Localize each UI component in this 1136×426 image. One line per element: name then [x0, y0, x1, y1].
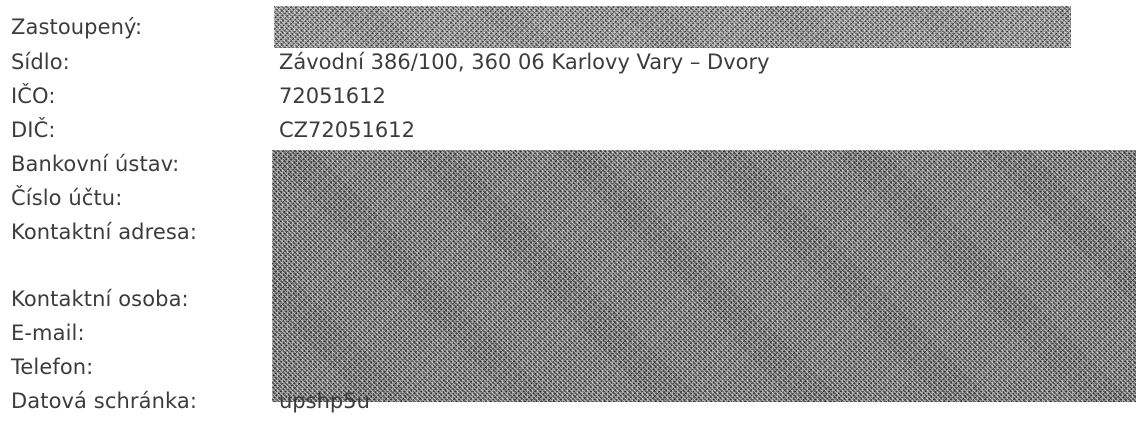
field-label: E-mail: — [11, 321, 85, 345]
field-row-account-number: Číslo účtu: — [0, 181, 1136, 215]
field-row-phone: Telefon: — [0, 350, 1136, 384]
field-row-email: E-mail: — [0, 316, 1136, 350]
field-label: Telefon: — [11, 355, 94, 379]
field-label: Sídlo: — [11, 50, 70, 74]
field-label: Kontaktní osoba: — [11, 287, 189, 311]
field-value: CZ72051612 — [279, 118, 415, 142]
field-row-representative: Zastoupený: — [0, 10, 1136, 44]
redacted-contact-block — [272, 150, 1136, 402]
field-label: IČO: — [11, 84, 56, 108]
field-value: upshp5u — [279, 389, 370, 413]
field-row-bank: Bankovní ústav: — [0, 147, 1136, 181]
field-label: Bankovní ústav: — [11, 152, 180, 176]
redacted-representative-block — [274, 6, 1071, 48]
field-row-data-box: Datová schránka: upshp5u — [0, 384, 1136, 418]
field-label: Kontaktní adresa: — [11, 220, 198, 244]
field-label: Datová schránka: — [11, 389, 198, 413]
field-row-seat: Sídlo: Závodní 386/100, 360 06 Karlovy V… — [0, 45, 1136, 79]
field-row-dic: DIČ: CZ72051612 — [0, 113, 1136, 147]
field-value: Závodní 386/100, 360 06 Karlovy Vary – D… — [279, 50, 770, 74]
field-row-contact-address: Kontaktní adresa: — [0, 215, 1136, 249]
field-label: Zastoupený: — [11, 15, 143, 39]
field-label: DIČ: — [11, 118, 56, 142]
field-row-ico: IČO: 72051612 — [0, 79, 1136, 113]
field-label: Číslo účtu: — [11, 186, 123, 210]
field-row-contact-person: Kontaktní osoba: — [0, 282, 1136, 316]
field-value: 72051612 — [279, 84, 386, 108]
